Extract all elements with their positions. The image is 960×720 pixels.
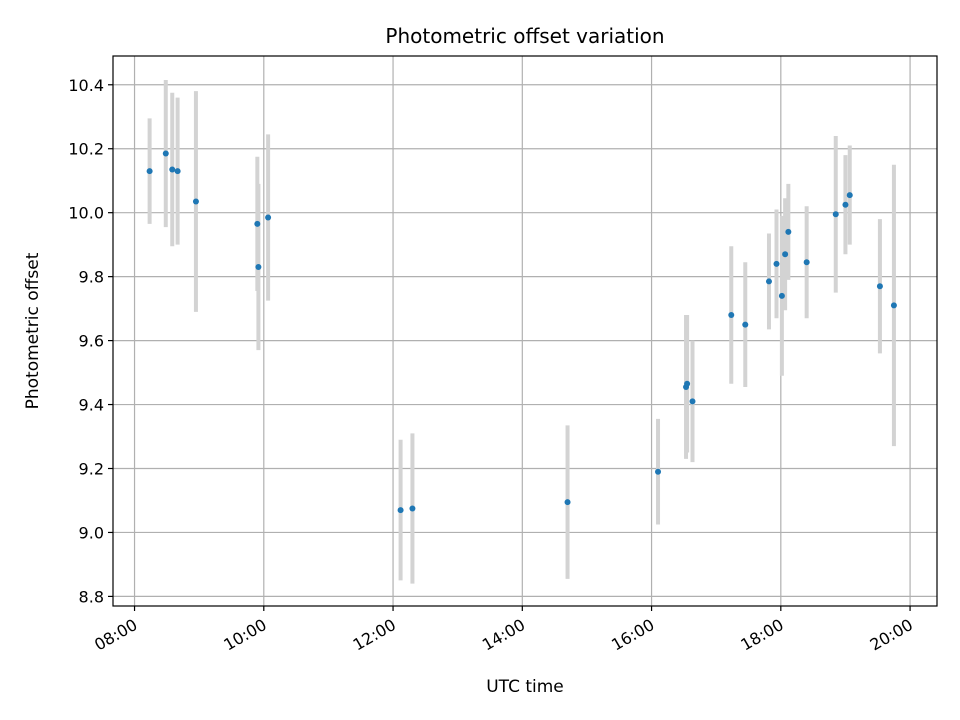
data-point bbox=[409, 505, 416, 512]
data-point bbox=[265, 214, 272, 221]
y-tick-label: 10.4 bbox=[68, 76, 104, 95]
y-tick-label: 10.2 bbox=[68, 140, 104, 159]
data-point bbox=[778, 292, 785, 299]
chart-title: Photometric offset variation bbox=[385, 24, 664, 48]
data-point bbox=[773, 260, 780, 267]
x-tick-label: 18:00 bbox=[737, 615, 786, 655]
x-tick-label: 10:00 bbox=[220, 615, 269, 655]
data-point bbox=[876, 283, 883, 290]
y-tick-label: 9.4 bbox=[79, 396, 104, 415]
plot-area-frame bbox=[112, 55, 938, 607]
data-point bbox=[842, 201, 849, 208]
data-point bbox=[397, 507, 404, 514]
x-axis-ticks: 08:00 10:00 12:00 14:00 16:00 18:00 20:00 bbox=[91, 606, 916, 655]
y-tick-label: 10.0 bbox=[68, 204, 104, 223]
data-point bbox=[192, 198, 199, 205]
data-points bbox=[146, 150, 897, 514]
x-tick-label: 14:00 bbox=[479, 615, 528, 655]
data-point bbox=[255, 264, 262, 271]
x-tick-label: 12:00 bbox=[350, 615, 399, 655]
data-point bbox=[174, 168, 181, 175]
data-point bbox=[832, 211, 839, 218]
data-point bbox=[564, 499, 571, 506]
y-tick-label: 9.6 bbox=[79, 332, 104, 351]
x-tick-label: 16:00 bbox=[608, 615, 657, 655]
y-tick-label: 9.0 bbox=[79, 523, 104, 542]
y-axis-title: Photometric offset bbox=[23, 252, 43, 409]
y-tick-label: 8.8 bbox=[79, 587, 104, 606]
y-tick-label: 9.2 bbox=[79, 460, 104, 479]
data-point bbox=[803, 259, 810, 266]
data-point bbox=[846, 192, 853, 199]
data-point bbox=[162, 150, 169, 157]
y-tick-label: 9.8 bbox=[79, 268, 104, 287]
data-point bbox=[169, 166, 176, 173]
data-point bbox=[146, 168, 153, 175]
x-tick-label: 20:00 bbox=[867, 615, 916, 655]
data-point bbox=[890, 302, 897, 309]
data-point bbox=[742, 321, 749, 328]
data-point bbox=[684, 380, 691, 387]
data-point bbox=[765, 278, 772, 285]
y-axis-ticks: 8.8 9.0 9.2 9.4 9.6 9.8 10.0 10.2 10.4 bbox=[68, 76, 113, 606]
grid bbox=[113, 56, 937, 606]
data-point bbox=[254, 220, 261, 227]
data-point bbox=[689, 398, 696, 405]
data-point bbox=[782, 251, 789, 258]
data-point bbox=[728, 312, 735, 319]
data-point bbox=[785, 228, 792, 235]
x-tick-label: 08:00 bbox=[91, 615, 140, 655]
data-point bbox=[655, 468, 662, 475]
x-axis-title: UTC time bbox=[486, 677, 564, 697]
